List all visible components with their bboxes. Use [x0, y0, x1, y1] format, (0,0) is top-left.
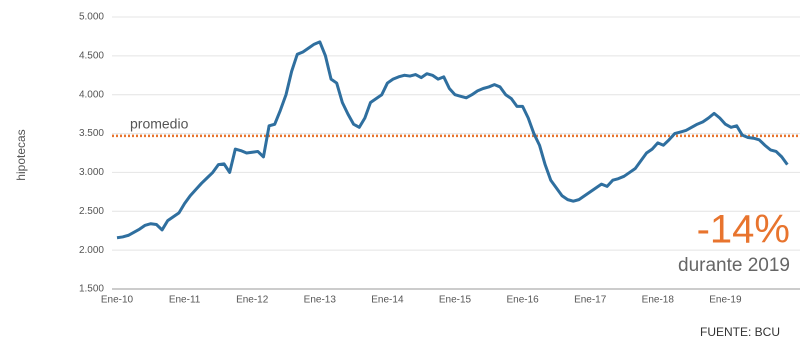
- y-axis-label: hipotecas: [14, 129, 28, 180]
- annotation: -14%: [697, 208, 790, 252]
- x-tick-label: Ene-18: [642, 295, 675, 306]
- x-tick-label: Ene-13: [304, 295, 337, 306]
- x-tick-label: Ene-15: [439, 295, 472, 306]
- x-tick-label: Ene-17: [574, 295, 607, 306]
- y-tick-label: 3.000: [79, 167, 104, 178]
- x-tick-label: Ene-19: [709, 295, 742, 306]
- y-tick-label: 4.500: [79, 50, 104, 61]
- x-tick-label: Ene-14: [371, 295, 404, 306]
- source: FUENTE: BCU: [700, 325, 780, 339]
- x-tick-label: Ene-10: [101, 295, 134, 306]
- x-tick-label: Ene-11: [169, 295, 201, 306]
- y-tick-label: 1.500: [79, 284, 104, 295]
- y-tick-label: 2.000: [79, 245, 104, 256]
- line: [116, 40, 789, 240]
- y-tick-label: 4.000: [79, 89, 104, 100]
- y-tick-label: 2.500: [79, 206, 104, 217]
- annotation-sub: durante 2019: [678, 255, 790, 276]
- x-tick-label: Ene-12: [236, 295, 269, 306]
- y-tick-label: 3.500: [79, 128, 104, 139]
- y-tick-label: 5.000: [79, 12, 104, 23]
- average-label: promedio: [130, 116, 189, 132]
- x-tick-label: Ene-16: [506, 295, 539, 306]
